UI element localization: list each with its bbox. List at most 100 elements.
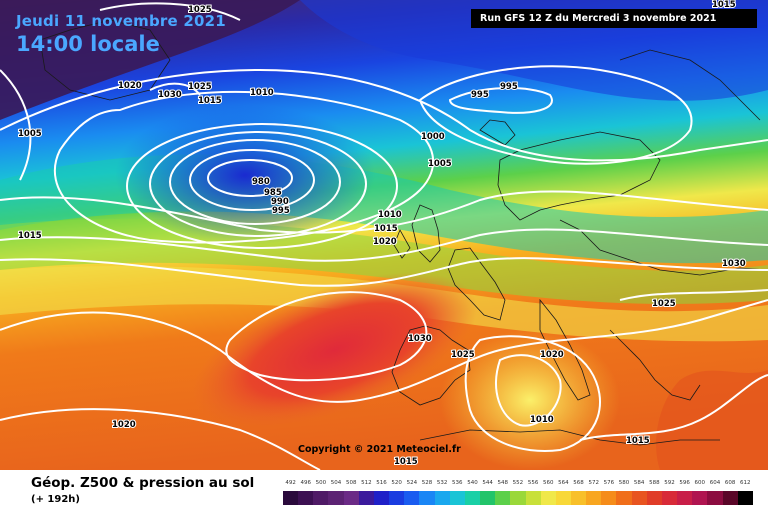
legend-label: 576 bbox=[603, 480, 615, 486]
isobar-label: 1030 bbox=[158, 90, 182, 100]
legend-swatch bbox=[373, 491, 390, 505]
legend-label: 596 bbox=[679, 480, 690, 486]
weather-map: 1025 1020 1030 1025 1015 1010 1005 980 9… bbox=[0, 0, 768, 470]
isobar-label: 1005 bbox=[428, 159, 452, 169]
forecast-date: Jeudi 11 novembre 2021 bbox=[16, 12, 226, 30]
legend-swatch bbox=[737, 491, 753, 505]
legend-label: 604 bbox=[709, 480, 721, 486]
legend-swatch bbox=[540, 491, 556, 505]
legend-label: 600 bbox=[694, 480, 706, 486]
legend-swatches bbox=[283, 491, 753, 505]
legend-label: 532 bbox=[436, 480, 448, 486]
isobar-lines bbox=[0, 2, 768, 470]
legend-labels: 492 496 500 504 508 512 516 520 524 528 532 536 540 5… bbox=[283, 480, 753, 489]
isobar-label: 1005 bbox=[18, 129, 42, 139]
legend-swatch bbox=[328, 491, 344, 505]
isobar-label: 1010 bbox=[250, 88, 274, 98]
isobar-label: 1030 bbox=[722, 259, 746, 269]
legend-label: 552 bbox=[512, 480, 524, 486]
legend-swatch bbox=[495, 491, 511, 505]
legend-swatch bbox=[434, 491, 450, 505]
legend-label: 504 bbox=[330, 480, 342, 486]
legend-label: 496 bbox=[300, 480, 311, 486]
isobar-label: 995 bbox=[272, 206, 290, 216]
isobar-label: 1025 bbox=[188, 5, 212, 15]
legend-swatch bbox=[677, 491, 693, 505]
deep-low-band bbox=[0, 0, 300, 120]
forecast-lead: (+ 192h) bbox=[31, 494, 80, 505]
legend-label: 608 bbox=[724, 480, 736, 486]
legend-swatch bbox=[692, 491, 708, 505]
color-legend: 492 496 500 504 508 512 516 520 524 528 532 536 540 5… bbox=[283, 480, 753, 510]
legend-swatch bbox=[555, 491, 571, 505]
legend-label: 512 bbox=[361, 480, 372, 486]
isobar-label: 1015 bbox=[18, 231, 42, 241]
legend-label: 516 bbox=[376, 480, 387, 486]
legend-swatch bbox=[525, 491, 541, 505]
yellow-pool bbox=[440, 330, 620, 470]
legend-swatch bbox=[313, 491, 329, 505]
isobar-label: 1000 bbox=[421, 132, 445, 142]
legend-label: 560 bbox=[542, 480, 554, 486]
chart-title: Géop. Z500 & pression au sol bbox=[31, 475, 255, 491]
copyright-notice: Copyright © 2021 Meteociel.fr bbox=[298, 444, 461, 455]
legend-label: 548 bbox=[497, 480, 509, 486]
legend-swatch bbox=[570, 491, 587, 505]
isobar-label: 1025 bbox=[188, 82, 212, 92]
legend-label: 580 bbox=[618, 480, 630, 486]
legend-swatch bbox=[283, 491, 299, 505]
model-run-banner: Run GFS 12 Z du Mercredi 3 novembre 2021 bbox=[471, 9, 757, 28]
isobar-label: 995 bbox=[471, 90, 489, 100]
isobar-label: 995 bbox=[500, 82, 518, 92]
legend-swatch bbox=[707, 491, 723, 505]
legend-swatch bbox=[404, 491, 420, 505]
legend-label: 508 bbox=[345, 480, 357, 486]
legend-label: 572 bbox=[588, 480, 599, 486]
legend-label: 588 bbox=[649, 480, 660, 486]
ridge-core bbox=[192, 272, 478, 428]
isobar-label: 1020 bbox=[540, 350, 564, 360]
isobar-label: 985 bbox=[264, 188, 282, 198]
east-orange bbox=[656, 370, 768, 470]
isobar-label: 1025 bbox=[652, 299, 676, 309]
isobar-label: 1015 bbox=[394, 457, 418, 467]
isobar-label: 1030 bbox=[408, 334, 432, 344]
isobar-label: 1015 bbox=[374, 224, 398, 234]
legend-swatch bbox=[343, 491, 359, 505]
legend-swatch bbox=[646, 491, 662, 505]
isobar-label: 1020 bbox=[373, 237, 397, 247]
legend-label: 556 bbox=[527, 480, 539, 486]
legend-label: 536 bbox=[452, 480, 463, 486]
isobar-label: 1025 bbox=[451, 350, 475, 360]
isobar-labels: 1025 1020 1030 1025 1015 1010 1005 980 9… bbox=[17, 0, 747, 468]
legend-label: 612 bbox=[740, 480, 751, 486]
isobar-label: 1010 bbox=[378, 210, 402, 220]
legend-swatch bbox=[631, 491, 647, 505]
isobar-label: 1015 bbox=[626, 436, 650, 446]
legend-swatch bbox=[510, 491, 526, 505]
isobar-label: 990 bbox=[271, 197, 289, 207]
legend-label: 520 bbox=[391, 480, 402, 486]
legend-label: 584 bbox=[633, 480, 645, 486]
forecast-time: 14:00 locale bbox=[16, 32, 160, 56]
legend-swatch bbox=[389, 491, 405, 505]
isobar-label: 1015 bbox=[198, 96, 222, 106]
legend-label: 564 bbox=[558, 480, 569, 486]
legend-swatch bbox=[449, 491, 465, 505]
legend-label: 540 bbox=[467, 480, 478, 486]
legend-label: 528 bbox=[421, 480, 433, 486]
legend-label: 524 bbox=[406, 480, 418, 486]
legend-swatch bbox=[419, 491, 435, 505]
legend-swatch bbox=[722, 491, 738, 505]
legend-swatch bbox=[298, 491, 314, 505]
legend-label: 500 bbox=[315, 480, 327, 486]
isobar-label: 1020 bbox=[118, 81, 142, 91]
legend-swatch bbox=[616, 491, 632, 505]
isobar-label: 1015 bbox=[712, 0, 736, 10]
isobar-label: 1010 bbox=[530, 415, 554, 425]
legend-label: 592 bbox=[664, 480, 675, 486]
legend-swatch bbox=[586, 491, 602, 505]
isobar-label: 980 bbox=[252, 177, 270, 187]
legend-label: 568 bbox=[573, 480, 584, 486]
isobar-label: 1020 bbox=[112, 420, 136, 430]
